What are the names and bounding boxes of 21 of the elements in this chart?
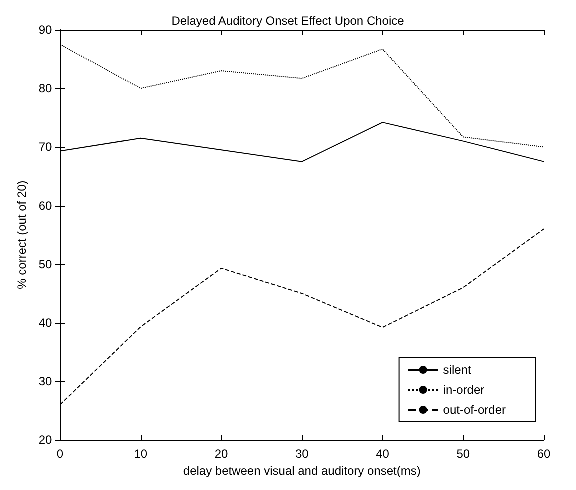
legend-label: in-order (443, 383, 485, 397)
x-tick-label: 60 (537, 447, 551, 462)
y-tick-label: 60 (38, 198, 53, 213)
y-tick-label: 90 (38, 23, 53, 37)
x-tick-label: 30 (295, 447, 310, 462)
y-tick-label: 80 (38, 82, 53, 96)
y-tick-label: 20 (38, 433, 53, 448)
x-tick-label: 10 (134, 447, 148, 462)
x-tick-label: 50 (456, 447, 470, 462)
x-tick-label: 40 (376, 447, 390, 462)
y-axis-title: % correct (out of 20) (15, 180, 29, 290)
x-tick-label: 0 (56, 447, 64, 462)
x-axis-title: delay between visual and auditory onset(ms) (183, 464, 421, 478)
legend-label: out-of-order (443, 403, 506, 417)
legend-label: silent (443, 363, 472, 377)
x-tick-label: 20 (214, 447, 228, 462)
y-tick-label: 70 (38, 140, 53, 154)
y-tick-label: 40 (38, 316, 53, 330)
y-tick-label: 50 (38, 257, 53, 272)
chart-title: Delayed Auditory Onset Effect Upon Choice (172, 14, 405, 28)
y-tick-label: 30 (38, 374, 53, 389)
